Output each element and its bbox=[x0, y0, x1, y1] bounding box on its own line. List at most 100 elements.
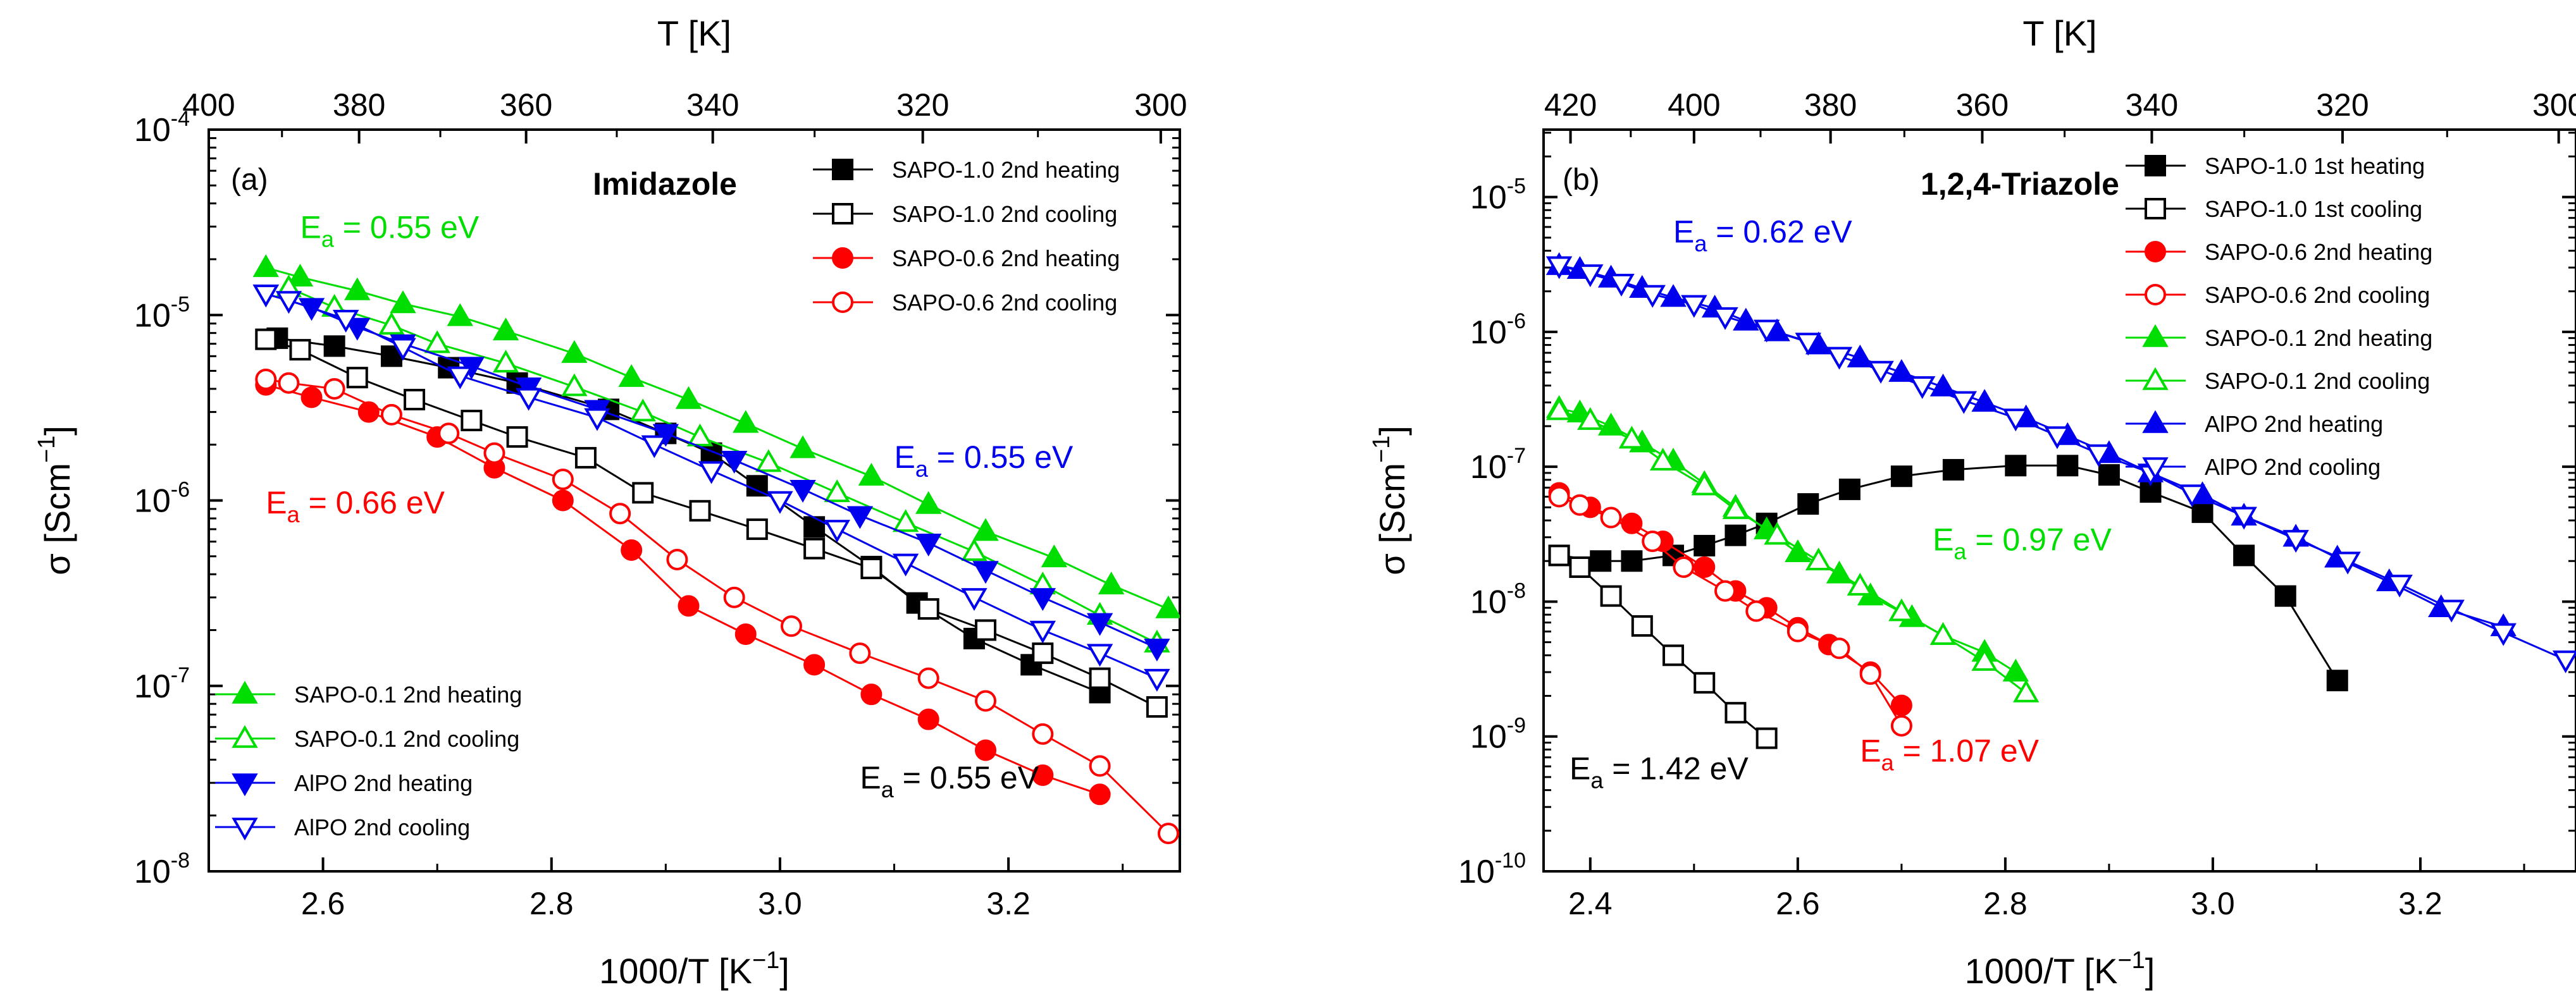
legend-label: AlPO 2nd cooling bbox=[294, 814, 470, 840]
data-point bbox=[2490, 623, 2517, 646]
data-point bbox=[972, 518, 999, 541]
annotation-rest: = 1.07 eV bbox=[1894, 733, 2040, 769]
data-point bbox=[609, 503, 631, 525]
data-point bbox=[1745, 600, 1768, 622]
legend-marker bbox=[2145, 284, 2166, 305]
top-tick-label: 300 bbox=[1134, 87, 1187, 123]
data-point bbox=[1029, 588, 1056, 611]
legend-marker bbox=[2142, 367, 2169, 390]
data-point bbox=[1714, 580, 1737, 602]
data-point bbox=[755, 449, 782, 472]
data-point bbox=[1649, 448, 1676, 471]
annotation-main: E bbox=[1673, 214, 1694, 250]
data-point bbox=[666, 548, 688, 570]
y-axis-title-text: σ [Scm bbox=[37, 463, 77, 575]
annotation-rest: = 0.66 eV bbox=[300, 485, 445, 520]
y-tick-exponent: -7 bbox=[171, 663, 190, 687]
data-point bbox=[1725, 524, 1747, 546]
y-tick-label: 10-7 bbox=[1470, 444, 1526, 486]
data-point bbox=[698, 461, 725, 484]
data-point bbox=[733, 410, 759, 433]
y-tick-exponent: -5 bbox=[171, 292, 190, 316]
data-point bbox=[975, 619, 996, 641]
data-point bbox=[972, 561, 999, 584]
data-point bbox=[1786, 620, 1809, 642]
data-point bbox=[404, 388, 426, 410]
annotation-main: E bbox=[1860, 733, 1881, 769]
data-point bbox=[1600, 506, 1622, 529]
annotation-rest: = 0.55 eV bbox=[928, 439, 1074, 475]
data-point bbox=[1569, 556, 1591, 579]
data-point bbox=[2098, 464, 2120, 486]
annotation-main: E bbox=[1933, 522, 1954, 557]
annotation-rest: = 1.42 eV bbox=[1603, 751, 1749, 787]
data-point bbox=[492, 350, 519, 373]
data-point bbox=[915, 491, 942, 514]
data-point bbox=[803, 654, 826, 676]
data-point bbox=[1712, 307, 1738, 330]
legend-marker bbox=[232, 680, 258, 704]
y-tick-label: 10-8 bbox=[1470, 579, 1526, 620]
series-sapo-0-1-2nd-cooling bbox=[1545, 397, 2040, 702]
top-tick-label: 420 bbox=[1544, 87, 1597, 123]
legend-label: SAPO-1.0 1st heating bbox=[2205, 153, 2425, 179]
x-tick-label: 2.6 bbox=[1776, 886, 1820, 921]
x-axis-title-text: 1000/T [K bbox=[1965, 951, 2118, 991]
data-point bbox=[849, 642, 871, 665]
y-tick-label: 10-10 bbox=[1458, 849, 1526, 890]
data-point bbox=[1086, 613, 1113, 636]
legend-label: SAPO-0.1 2nd cooling bbox=[294, 726, 519, 752]
y-tick-exponent: -7 bbox=[1507, 444, 1526, 468]
data-point bbox=[323, 335, 345, 357]
x-axis-title-end: ] bbox=[779, 951, 790, 991]
data-point bbox=[255, 328, 277, 350]
data-point bbox=[1942, 458, 1964, 481]
data-point bbox=[860, 684, 882, 706]
data-point bbox=[734, 623, 757, 646]
data-point bbox=[2191, 501, 2214, 524]
data-point bbox=[2057, 455, 2079, 477]
data-point bbox=[2552, 650, 2576, 673]
x-axis-title: 1000/T [K−1] bbox=[1965, 947, 2155, 991]
legend-marker bbox=[232, 773, 258, 797]
data-point bbox=[1890, 694, 1912, 716]
data-point bbox=[1577, 264, 1604, 288]
series-line bbox=[265, 293, 1158, 679]
data-point bbox=[1929, 622, 1957, 645]
legend-marker bbox=[832, 203, 853, 224]
data-area bbox=[252, 254, 1180, 845]
data-point bbox=[492, 317, 519, 341]
top-axis-title: T [K] bbox=[657, 13, 731, 53]
data-point bbox=[2005, 455, 2027, 477]
data-point bbox=[1545, 256, 1573, 279]
data-point bbox=[287, 264, 314, 287]
data-point bbox=[2326, 670, 2348, 692]
series-alpo-2nd-cooling bbox=[1545, 256, 2576, 673]
legend-label: AlPO 2nd heating bbox=[294, 770, 473, 796]
annotation-rest: = 0.97 eV bbox=[1966, 522, 2112, 557]
legend-label: AlPO 2nd heating bbox=[2205, 411, 2383, 437]
legend-marker bbox=[2142, 410, 2169, 433]
y-tick-base: 10 bbox=[134, 854, 171, 890]
data-point bbox=[2012, 679, 2040, 702]
y-tick-base: 10 bbox=[1470, 314, 1507, 351]
data-point bbox=[2179, 484, 2205, 508]
data-point bbox=[2044, 426, 2071, 450]
data-point bbox=[424, 330, 450, 353]
y-axis-title: σ [Scm−1] bbox=[1368, 426, 1412, 575]
data-point bbox=[917, 598, 939, 620]
y-tick-exponent: -4 bbox=[171, 107, 190, 131]
data-point bbox=[2233, 544, 2255, 567]
data-point bbox=[1694, 672, 1716, 694]
legend-label: SAPO-0.6 2nd heating bbox=[892, 245, 1120, 271]
data-point bbox=[641, 435, 668, 458]
y-tick-base: 10 bbox=[134, 483, 171, 520]
y-tick-label: 10-5 bbox=[1470, 175, 1526, 216]
data-point bbox=[1847, 572, 1873, 596]
data-point bbox=[1608, 274, 1635, 297]
data-point bbox=[621, 539, 643, 561]
y-tick-exponent: -6 bbox=[1507, 309, 1526, 333]
legend-label: SAPO-0.1 2nd heating bbox=[294, 682, 522, 708]
